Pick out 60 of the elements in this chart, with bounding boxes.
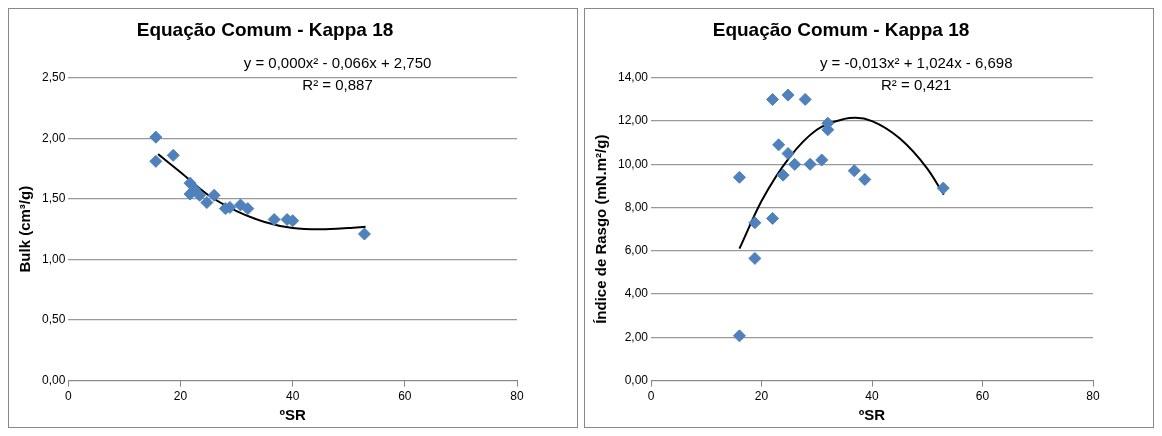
x-tick-label: 60 [398,389,412,404]
y-tick-label: 2,00 [624,329,649,344]
point [748,251,762,265]
point [241,202,255,216]
point [815,153,829,167]
point [803,157,817,171]
x-tick-label: 80 [510,389,524,404]
point [772,138,786,152]
point [193,188,207,202]
point [847,164,861,178]
y-axis-title: Bulk (cm³/g) [16,185,34,273]
point [732,329,746,343]
x-axis-title: ºSR [279,406,306,424]
point [166,148,180,162]
x-tick-label: 80 [1086,389,1100,404]
x-tick-label: 40 [865,389,880,404]
y-tick-label: 0,00 [42,372,66,387]
x-axis-title: ºSR [858,406,886,424]
point [766,211,780,225]
text: y = -0,013x² + 1,024x - 6,698 [819,53,1013,71]
y-tick-label: 0,00 [624,372,649,387]
x-tick-label: 40 [286,389,300,404]
point [200,196,214,210]
point [781,147,795,160]
annotation: R² = 0,421 [880,75,952,93]
point [858,172,872,186]
point [149,130,163,144]
point [149,154,163,168]
point [207,188,221,202]
y-tick-label: 1,00 [42,251,66,266]
text: y = 0,000x² - 0,066x + 2,750 [243,53,432,71]
point [798,92,812,106]
point [936,181,950,195]
point [766,92,780,106]
x-tick-label: 20 [173,389,188,404]
y-tick-label: 12,00 [618,113,649,128]
annotation: R² = 0,887 [302,75,373,93]
y-axis-title: Índice de Rasgo (mN.m²/g) [592,134,610,324]
chart-title: Equação Comum - Kappa 18 [712,18,970,40]
y-tick-label: 4,00 [624,286,649,301]
point [267,213,281,227]
y-tick-label: 10,00 [618,156,649,171]
x-tick-label: 0 [65,389,73,404]
chart-title: Equação Comum - Kappa 18 [136,18,394,40]
y-tick-label: 1,50 [42,191,66,206]
point [776,168,790,182]
point [732,170,746,184]
x-tick-label: 0 [647,389,655,404]
point [357,227,371,241]
y-tick-label: 0,50 [42,312,66,327]
y-tick-label: 14,00 [618,70,649,85]
point [788,157,802,171]
y-tick-label: 2,00 [42,130,66,145]
x-tick-label: 60 [975,389,990,404]
point [781,88,795,102]
y-tick-label: 6,00 [624,243,649,258]
y-tick-label: 2,50 [42,70,66,85]
x-tick-label: 20 [754,389,769,404]
y-tick-label: 8,00 [624,199,649,214]
point [748,216,762,230]
